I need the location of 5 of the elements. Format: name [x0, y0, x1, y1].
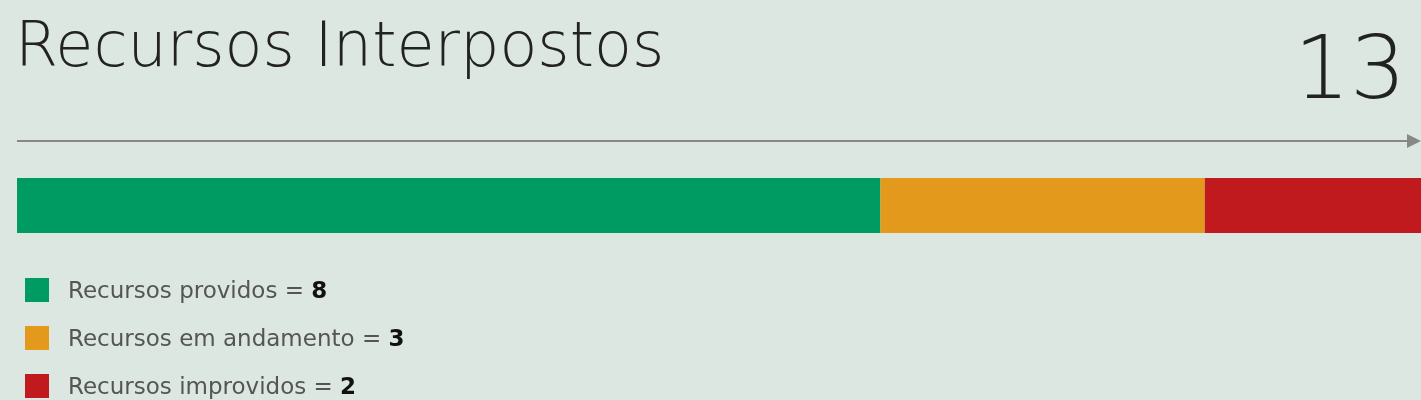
- legend-label: Recursos providos = 8: [68, 277, 328, 303]
- legend-label: Recursos em andamento = 3: [68, 325, 405, 351]
- chart-title: Recursos Interpostos: [15, 7, 665, 81]
- legend-label: Recursos improvidos = 2: [68, 373, 357, 399]
- text: 13: [1294, 15, 1407, 119]
